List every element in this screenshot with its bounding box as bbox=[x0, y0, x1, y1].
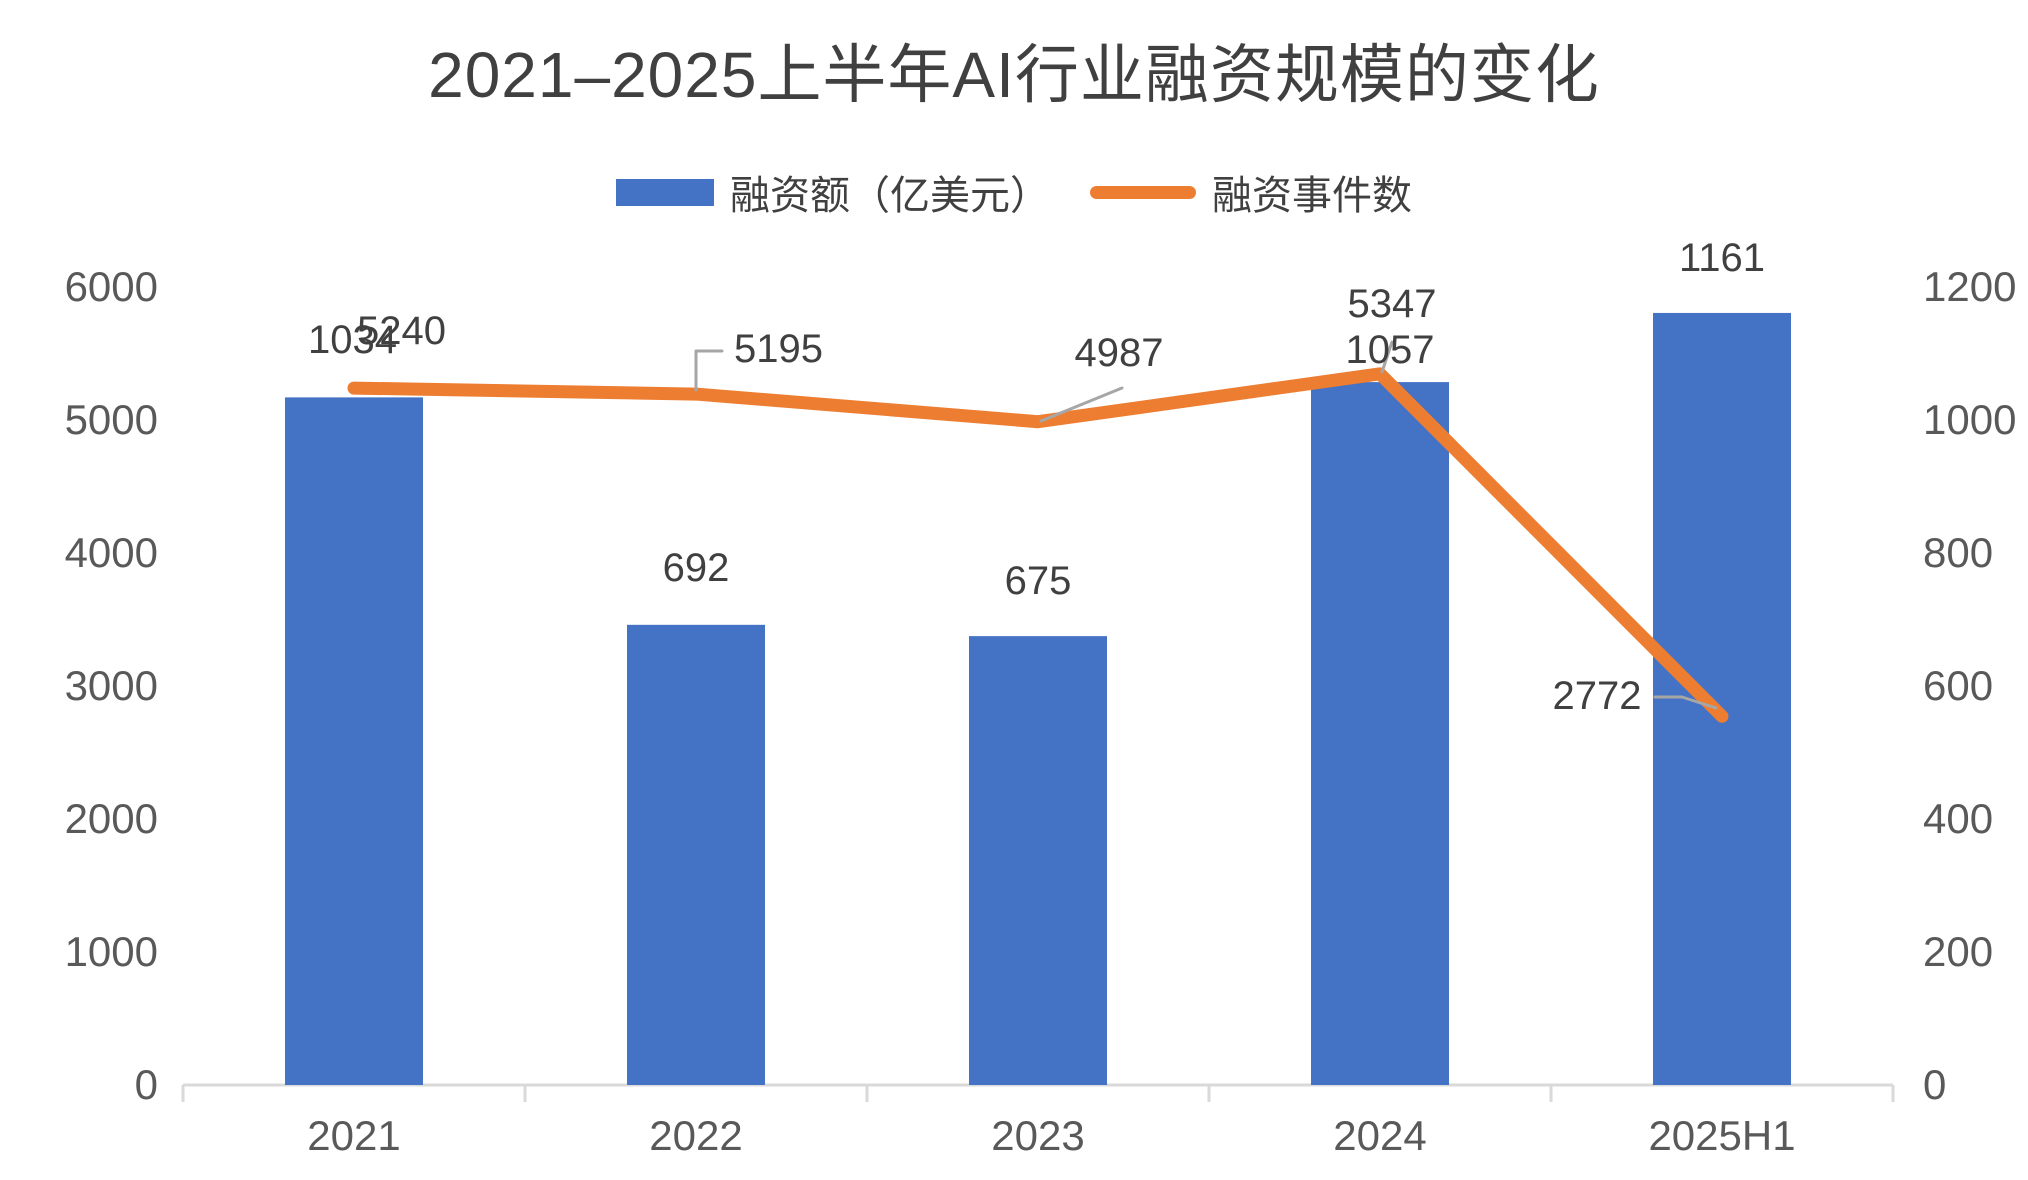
bar-2023 bbox=[969, 636, 1107, 1085]
left-axis-tick-6000: 6000 bbox=[64, 263, 158, 310]
line-value-label-2022: 5195 bbox=[734, 327, 823, 371]
bar-value-label-2022: 692 bbox=[662, 546, 730, 590]
left-axis-tick-2000: 2000 bbox=[64, 795, 158, 842]
right-axis-tick-0: 0 bbox=[1923, 1061, 1947, 1108]
bar-value-label-2025H1: 1161 bbox=[1678, 236, 1765, 280]
line-value-label-2025H1: 2772 bbox=[1552, 674, 1642, 718]
bar-2022 bbox=[627, 624, 765, 1085]
x-axis-label-2023: 2023 bbox=[991, 1112, 1085, 1159]
events-count-line bbox=[347, 367, 1729, 723]
chart-title: 2021–2025上半年AI行业融资规模的变化 bbox=[428, 39, 1600, 111]
bar-2021 bbox=[285, 397, 423, 1085]
right-axis-tick-1000: 1000 bbox=[1923, 396, 2017, 443]
label-leader-line-1 bbox=[1039, 386, 1124, 423]
left-axis-tick-0: 0 bbox=[134, 1061, 158, 1108]
x-axis-label-2024: 2024 bbox=[1333, 1112, 1427, 1159]
left-axis-tick-4000: 4000 bbox=[64, 529, 158, 576]
legend-item-line: 融资事件数 bbox=[1050, 163, 1412, 221]
line-value-label-2021: 5240 bbox=[357, 309, 446, 353]
left-axis-tick-1000: 1000 bbox=[64, 928, 158, 975]
right-axis-tick-800: 800 bbox=[1923, 529, 1994, 576]
legend-bar-swatch-icon bbox=[616, 178, 714, 206]
bar-2024 bbox=[1311, 382, 1449, 1086]
x-axis-label-2025H1: 2025H1 bbox=[1648, 1112, 1796, 1159]
x-axis-label-2021: 2021 bbox=[307, 1112, 401, 1159]
legend-line-swatch-icon bbox=[1090, 185, 1196, 199]
bar-value-label-2021: 1034 bbox=[308, 318, 397, 362]
legend-bar-label: 融资额（亿美元） bbox=[730, 174, 1050, 218]
line-value-label-2023: 4987 bbox=[1074, 331, 1164, 375]
label-leader-line-3 bbox=[1653, 695, 1718, 710]
right-axis-tick-400: 400 bbox=[1923, 795, 1994, 842]
right-axis-tick-200: 200 bbox=[1923, 928, 1994, 975]
bar-2025H1 bbox=[1653, 312, 1791, 1085]
right-axis-tick-1200: 1200 bbox=[1923, 263, 2017, 310]
chart-legend: 融资额（亿美元） 融资事件数 bbox=[0, 168, 2028, 218]
legend-item-bar: 融资额（亿美元） bbox=[616, 163, 1050, 221]
bar-value-label-2023: 675 bbox=[1004, 559, 1072, 603]
legend-line-label: 融资事件数 bbox=[1212, 174, 1412, 218]
line-value-label-2024: 5347 bbox=[1347, 282, 1437, 326]
left-axis-tick-5000: 5000 bbox=[64, 396, 158, 443]
right-axis-tick-600: 600 bbox=[1923, 662, 1994, 709]
left-axis-tick-3000: 3000 bbox=[64, 662, 158, 709]
label-leader-line-0 bbox=[694, 349, 724, 392]
x-axis-label-2022: 2022 bbox=[649, 1112, 743, 1159]
label-leader-line-2 bbox=[1380, 340, 1394, 374]
bar-value-label-2024: 1057 bbox=[1345, 328, 1435, 372]
